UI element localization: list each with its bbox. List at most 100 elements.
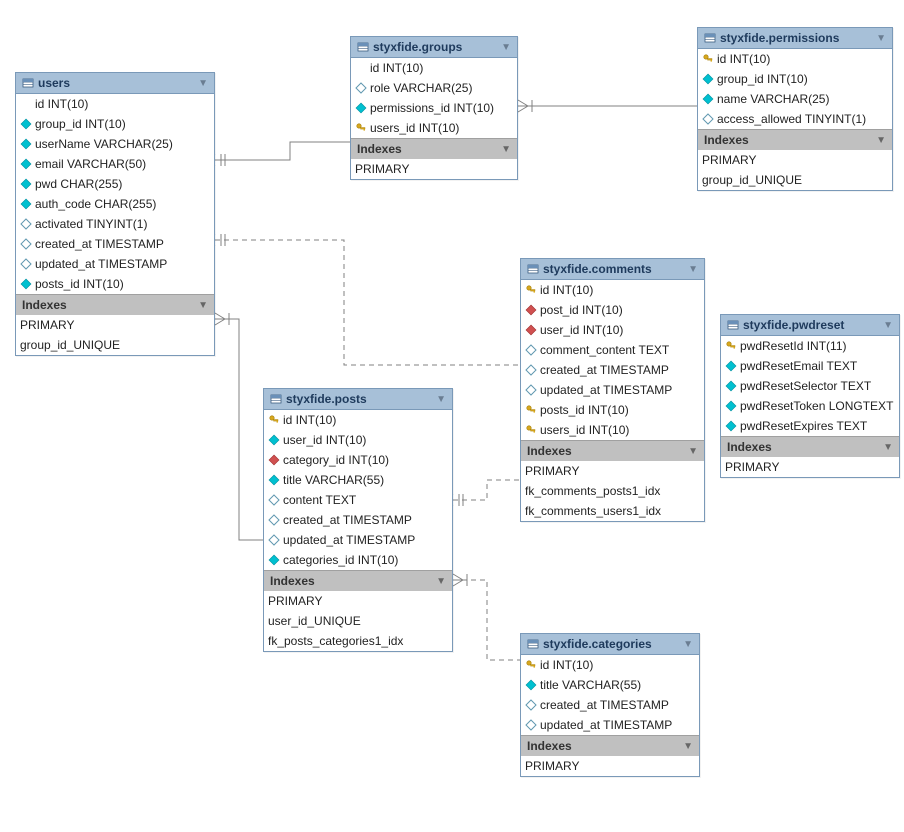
column-row[interactable]: created_at TIMESTAMP (264, 510, 452, 530)
column-row[interactable]: id INT(10) (264, 410, 452, 430)
index-row[interactable]: PRIMARY (264, 591, 452, 611)
indexes-header[interactable]: Indexes▼ (16, 294, 214, 315)
column-row[interactable]: pwd CHAR(255) (16, 174, 214, 194)
collapse-icon[interactable]: ▼ (688, 446, 698, 457)
column-row[interactable]: pwdResetEmail TEXT (721, 356, 899, 376)
column-row[interactable]: users_id INT(10) (351, 118, 517, 138)
column-type-icon (20, 198, 32, 210)
column-row[interactable]: title VARCHAR(55) (521, 675, 699, 695)
indexes-header[interactable]: Indexes▼ (351, 138, 517, 159)
column-row[interactable]: pwdResetToken LONGTEXT (721, 396, 899, 416)
table-header[interactable]: styxfide.groups ▼ (351, 37, 517, 58)
column-row[interactable]: users_id INT(10) (521, 420, 704, 440)
indexes-header[interactable]: Indexes▼ (721, 436, 899, 457)
column-row[interactable]: auth_code CHAR(255) (16, 194, 214, 214)
collapse-icon[interactable]: ▼ (198, 78, 208, 89)
indexes-label: Indexes (527, 444, 688, 458)
collapse-icon[interactable]: ▼ (683, 741, 693, 752)
column-row[interactable]: pwdResetExpires TEXT (721, 416, 899, 436)
table-permissions[interactable]: styxfide.permissions ▼id INT(10)group_id… (697, 27, 893, 191)
index-row[interactable]: PRIMARY (351, 159, 517, 179)
column-row[interactable]: created_at TIMESTAMP (521, 695, 699, 715)
column-row[interactable]: permissions_id INT(10) (351, 98, 517, 118)
column-row[interactable]: id INT(10) (16, 94, 214, 114)
index-row[interactable]: fk_comments_users1_idx (521, 501, 704, 521)
column-row[interactable]: name VARCHAR(25) (698, 89, 892, 109)
collapse-icon[interactable]: ▼ (436, 576, 446, 587)
table-header[interactable]: styxfide.posts ▼ (264, 389, 452, 410)
column-type-icon (20, 98, 32, 110)
collapse-icon[interactable]: ▼ (883, 320, 893, 331)
erd-canvas: users ▼id INT(10)group_id INT(10)userNam… (0, 0, 904, 832)
column-row[interactable]: id INT(10) (521, 655, 699, 675)
index-row[interactable]: group_id_UNIQUE (16, 335, 214, 355)
table-pwdreset[interactable]: styxfide.pwdreset ▼pwdResetId INT(11)pwd… (720, 314, 900, 478)
column-row[interactable]: group_id INT(10) (698, 69, 892, 89)
column-row[interactable]: posts_id INT(10) (521, 400, 704, 420)
column-row[interactable]: id INT(10) (698, 49, 892, 69)
column-row[interactable]: pwdResetSelector TEXT (721, 376, 899, 396)
column-row[interactable]: updated_at TIMESTAMP (521, 715, 699, 735)
collapse-icon[interactable]: ▼ (501, 144, 511, 155)
column-def: posts_id INT(10) (35, 277, 124, 291)
table-header[interactable]: styxfide.pwdreset ▼ (721, 315, 899, 336)
column-row[interactable]: category_id INT(10) (264, 450, 452, 470)
index-row[interactable]: fk_comments_posts1_idx (521, 481, 704, 501)
table-header[interactable]: styxfide.comments ▼ (521, 259, 704, 280)
index-row[interactable]: PRIMARY (16, 315, 214, 335)
table-groups[interactable]: styxfide.groups ▼id INT(10)role VARCHAR(… (350, 36, 518, 180)
column-row[interactable]: post_id INT(10) (521, 300, 704, 320)
column-type-icon (268, 494, 280, 506)
indexes-header[interactable]: Indexes▼ (521, 735, 699, 756)
indexes-header[interactable]: Indexes▼ (698, 129, 892, 150)
table-icon (527, 263, 539, 275)
table-comments[interactable]: styxfide.comments ▼id INT(10)post_id INT… (520, 258, 705, 522)
column-row[interactable]: title VARCHAR(55) (264, 470, 452, 490)
index-row[interactable]: group_id_UNIQUE (698, 170, 892, 190)
column-row[interactable]: id INT(10) (521, 280, 704, 300)
collapse-icon[interactable]: ▼ (876, 33, 886, 44)
column-row[interactable]: access_allowed TINYINT(1) (698, 109, 892, 129)
table-header[interactable]: users ▼ (16, 73, 214, 94)
table-header[interactable]: styxfide.permissions ▼ (698, 28, 892, 49)
column-row[interactable]: updated_at TIMESTAMP (16, 254, 214, 274)
table-posts[interactable]: styxfide.posts ▼id INT(10)user_id INT(10… (263, 388, 453, 652)
index-row[interactable]: PRIMARY (721, 457, 899, 477)
column-row[interactable]: pwdResetId INT(11) (721, 336, 899, 356)
collapse-icon[interactable]: ▼ (198, 300, 208, 311)
table-header[interactable]: styxfide.categories ▼ (521, 634, 699, 655)
column-row[interactable]: categories_id INT(10) (264, 550, 452, 570)
column-row[interactable]: created_at TIMESTAMP (16, 234, 214, 254)
index-row[interactable]: PRIMARY (698, 150, 892, 170)
table-users[interactable]: users ▼id INT(10)group_id INT(10)userNam… (15, 72, 215, 356)
collapse-icon[interactable]: ▼ (883, 442, 893, 453)
column-type-icon (20, 138, 32, 150)
collapse-icon[interactable]: ▼ (688, 264, 698, 275)
column-row[interactable]: comment_content TEXT (521, 340, 704, 360)
column-row[interactable]: updated_at TIMESTAMP (521, 380, 704, 400)
collapse-icon[interactable]: ▼ (436, 394, 446, 405)
index-row[interactable]: user_id_UNIQUE (264, 611, 452, 631)
column-row[interactable]: user_id INT(10) (521, 320, 704, 340)
column-row[interactable]: userName VARCHAR(25) (16, 134, 214, 154)
indexes-header[interactable]: Indexes▼ (521, 440, 704, 461)
index-row[interactable]: PRIMARY (521, 756, 699, 776)
column-row[interactable]: content TEXT (264, 490, 452, 510)
column-row[interactable]: posts_id INT(10) (16, 274, 214, 294)
column-row[interactable]: updated_at TIMESTAMP (264, 530, 452, 550)
column-row[interactable]: id INT(10) (351, 58, 517, 78)
collapse-icon[interactable]: ▼ (683, 639, 693, 650)
collapse-icon[interactable]: ▼ (876, 135, 886, 146)
index-row[interactable]: fk_posts_categories1_idx (264, 631, 452, 651)
column-row[interactable]: group_id INT(10) (16, 114, 214, 134)
index-row[interactable]: PRIMARY (521, 461, 704, 481)
indexes-header[interactable]: Indexes▼ (264, 570, 452, 591)
column-row[interactable]: activated TINYINT(1) (16, 214, 214, 234)
column-row[interactable]: role VARCHAR(25) (351, 78, 517, 98)
column-row[interactable]: user_id INT(10) (264, 430, 452, 450)
column-row[interactable]: email VARCHAR(50) (16, 154, 214, 174)
column-type-icon (525, 324, 537, 336)
collapse-icon[interactable]: ▼ (501, 42, 511, 53)
column-row[interactable]: created_at TIMESTAMP (521, 360, 704, 380)
table-categories[interactable]: styxfide.categories ▼id INT(10)title VAR… (520, 633, 700, 777)
